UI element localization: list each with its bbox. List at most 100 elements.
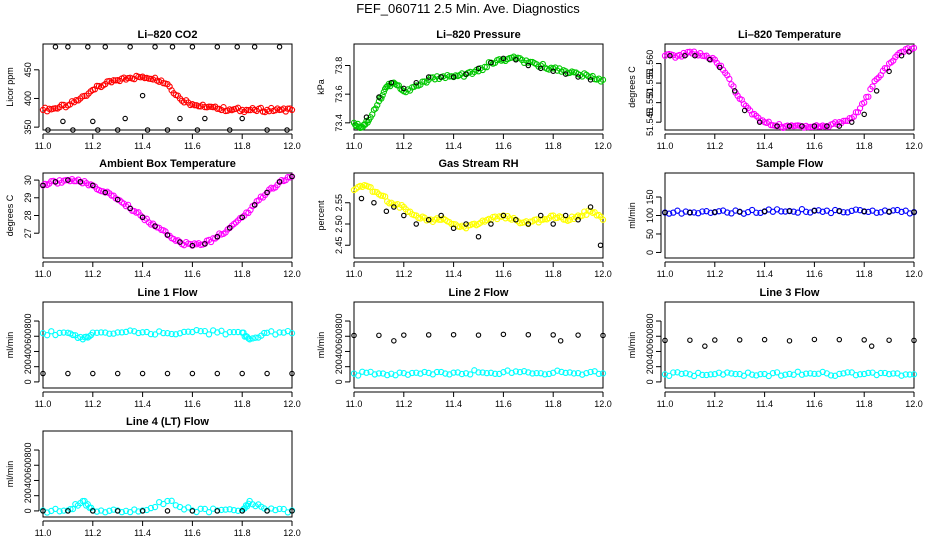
data-point-black xyxy=(836,123,843,129)
data-point-red xyxy=(224,107,231,114)
x-tick-label: 11.2 xyxy=(84,141,101,151)
data-point-black xyxy=(234,44,240,50)
plot-panel-6: Sample Flow ml/min 11.0 11.2 11.4 11.6 11.8 12.… xyxy=(627,158,923,279)
y-axis-label: percent xyxy=(316,200,326,231)
data-point-cyan xyxy=(151,503,159,511)
data-point-magenta xyxy=(908,45,916,52)
data-point-cyan xyxy=(491,370,499,377)
data-point-cyan xyxy=(185,328,192,335)
data-point-cyan xyxy=(371,371,378,378)
y-tick-label: 600 xyxy=(23,458,33,473)
data-point-black xyxy=(550,332,556,338)
x-tick-label: 11.6 xyxy=(184,399,201,409)
data-point-black xyxy=(450,331,457,338)
y-axis-label: kPa xyxy=(316,79,326,95)
data-point-cyan xyxy=(446,371,453,378)
x-tick-label: 11.4 xyxy=(756,269,773,279)
y-tick-label: 350 xyxy=(23,120,33,135)
data-point-blue xyxy=(815,207,822,214)
data-point-red xyxy=(162,80,169,87)
data-point-magenta xyxy=(726,75,733,83)
data-point-black xyxy=(513,217,519,223)
y-axis-label: Licor ppm xyxy=(5,67,15,107)
data-point-black xyxy=(731,88,738,94)
data-point-black xyxy=(562,212,569,219)
data-point-cyan xyxy=(898,372,905,379)
data-point-blue xyxy=(724,209,731,216)
data-point-cyan xyxy=(467,371,474,378)
data-point-black xyxy=(868,343,875,349)
data-point-cyan xyxy=(93,329,101,336)
data-point-black xyxy=(525,221,532,227)
data-point-black xyxy=(169,44,176,50)
data-point-cyan xyxy=(201,505,208,513)
data-point-blue xyxy=(790,208,797,215)
data-point-black xyxy=(139,92,146,99)
data-point-cyan xyxy=(164,497,171,505)
y-tick-label: 0 xyxy=(334,379,344,384)
y-tick-label: 150 xyxy=(645,190,655,205)
plot-frame xyxy=(42,43,293,131)
data-point-black xyxy=(289,173,295,180)
data-point-cyan xyxy=(160,329,167,337)
x-tick-label: 11.4 xyxy=(134,399,151,409)
data-point-green xyxy=(523,57,530,64)
x-tick-label: 11.6 xyxy=(806,399,823,409)
data-point-black xyxy=(786,208,793,214)
data-point-cyan xyxy=(740,372,747,379)
data-point-black xyxy=(202,115,208,122)
data-point-cyan xyxy=(249,335,256,342)
data-point-cyan xyxy=(462,370,470,377)
y-tick-label: 800 xyxy=(23,314,33,329)
x-tick-label: 11.6 xyxy=(495,141,512,151)
data-point-black xyxy=(873,88,880,94)
data-point-cyan xyxy=(363,369,370,376)
data-point-black xyxy=(513,57,519,63)
data-point-black xyxy=(712,337,718,343)
data-point-black xyxy=(811,207,818,214)
data-point-blue xyxy=(848,207,855,215)
data-point-blue xyxy=(690,209,698,216)
data-point-cyan xyxy=(881,369,889,377)
data-point-black xyxy=(376,94,382,100)
data-point-cyan xyxy=(205,509,213,516)
data-point-cyan xyxy=(483,369,490,377)
data-point-green xyxy=(372,105,379,112)
data-point-red xyxy=(50,105,57,112)
data-point-red xyxy=(174,92,182,99)
data-point-cyan xyxy=(77,333,84,341)
data-point-cyan xyxy=(197,505,204,512)
data-point-cyan xyxy=(724,369,731,376)
data-point-black xyxy=(371,200,377,206)
y-tick-label: 0 xyxy=(23,379,33,384)
y-tick-label: 51.560 xyxy=(645,50,655,78)
data-point-red xyxy=(62,104,69,111)
x-tick-label: 11.8 xyxy=(545,269,562,279)
data-point-red xyxy=(205,103,213,110)
x-tick-label: 12.0 xyxy=(283,269,301,279)
y-tick-label: 200 xyxy=(645,359,655,374)
x-tick-label: 11.0 xyxy=(346,269,363,279)
data-point-black xyxy=(562,71,569,77)
x-tick-label: 11.2 xyxy=(84,269,101,279)
data-point-black xyxy=(177,239,183,245)
data-point-red xyxy=(274,105,281,112)
data-point-black xyxy=(761,208,768,215)
data-point-black xyxy=(488,221,494,227)
data-point-black xyxy=(898,52,905,59)
data-point-cyan xyxy=(827,372,835,379)
y-tick-label: 100 xyxy=(645,208,655,223)
data-point-cyan xyxy=(807,370,814,377)
x-tick-label: 11.0 xyxy=(346,141,363,151)
data-point-cyan xyxy=(375,370,383,377)
x-tick-label: 12.0 xyxy=(905,141,923,151)
data-point-black xyxy=(40,182,46,189)
data-point-cyan xyxy=(114,329,121,336)
data-point-yellow xyxy=(411,211,418,219)
data-point-blue xyxy=(819,208,826,215)
data-point-cyan xyxy=(865,369,872,377)
data-point-cyan xyxy=(69,331,77,339)
data-point-blue xyxy=(782,208,789,215)
data-point-black xyxy=(413,221,419,227)
